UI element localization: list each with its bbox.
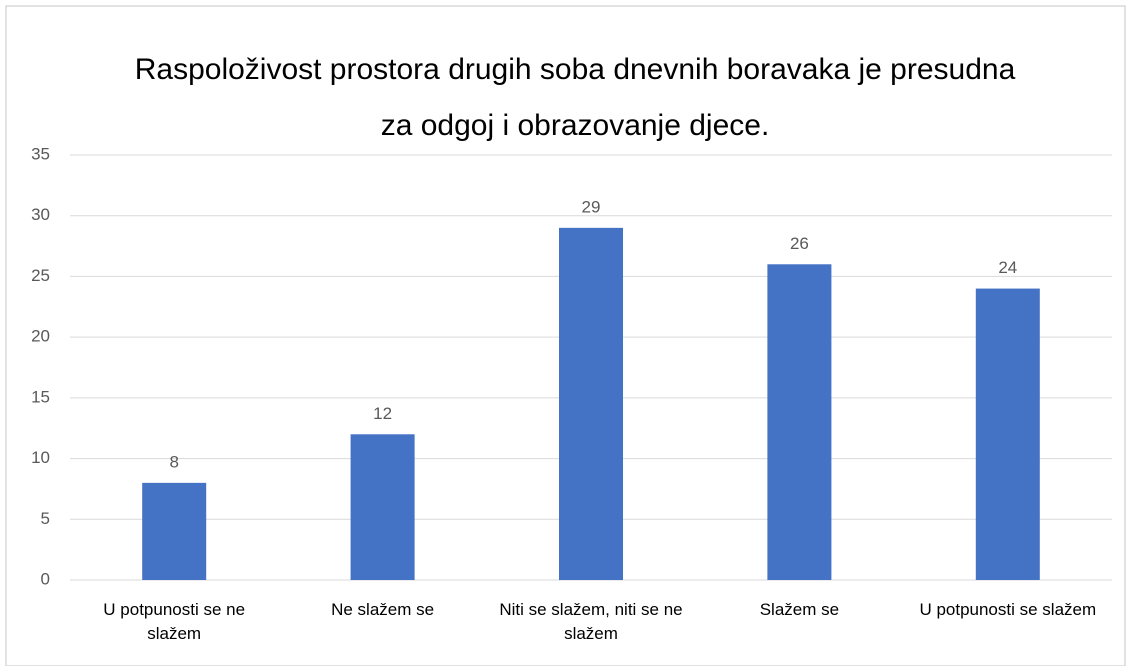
data-label: 8	[169, 452, 178, 471]
y-tick-label: 10	[31, 448, 50, 467]
chart-border	[5, 5, 1126, 666]
x-tick-label: Niti se slažem, niti se ne slažem	[499, 600, 683, 643]
data-label: 29	[582, 197, 601, 216]
y-tick-label: 0	[41, 569, 50, 588]
chart-title: Raspoloživost prostora drugih soba dnevn…	[134, 53, 1016, 142]
bar	[350, 434, 415, 580]
bar	[559, 227, 623, 580]
x-tick-label: U potpunosti se ne slažem	[103, 600, 246, 643]
y-tick-label: 30	[31, 205, 50, 224]
bar	[142, 482, 207, 580]
data-label: 12	[373, 404, 392, 423]
y-tick-label: 15	[31, 387, 50, 406]
y-tick-label: 35	[31, 144, 50, 163]
y-tick-label: 20	[31, 327, 50, 346]
bar	[767, 264, 832, 580]
data-label: 24	[998, 258, 1017, 277]
x-tick-label: Slažem se	[759, 600, 840, 619]
y-tick-label: 5	[41, 509, 50, 528]
y-tick-label: 25	[31, 266, 50, 285]
x-tick-label: Ne slažem se	[331, 600, 435, 619]
data-label: 26	[790, 234, 809, 253]
bar	[975, 288, 1040, 580]
x-tick-label: U potpunosti se slažem	[919, 600, 1097, 619]
